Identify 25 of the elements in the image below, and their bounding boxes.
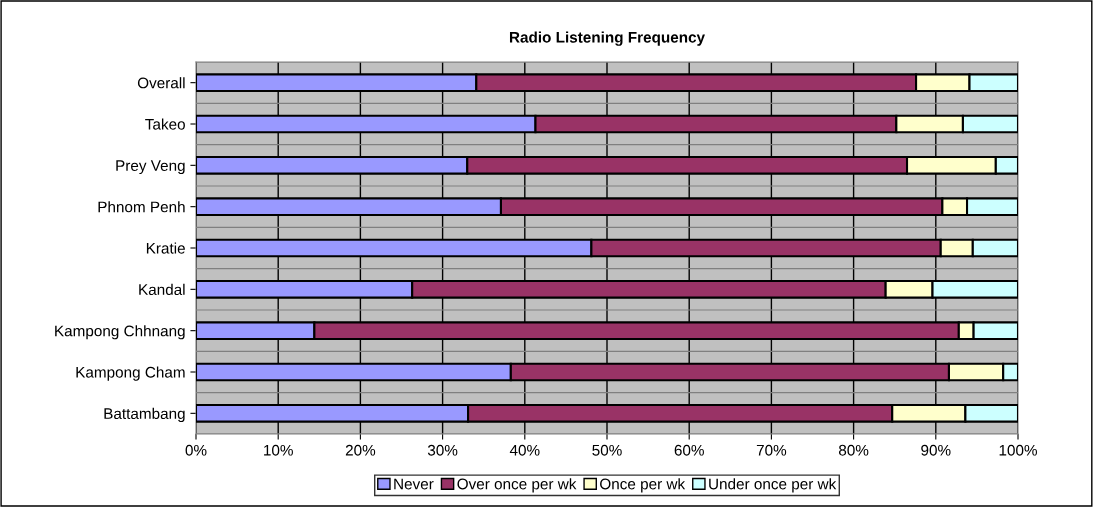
y-tick-label: Kratie [146,242,185,254]
y-tick-label: Kampong Cham [76,366,185,381]
x-tick-label: 60% [674,444,704,456]
y-tick-label: Battambang [104,407,185,423]
y-tick-label: Kandal [139,283,185,296]
x-tick-label: 100% [999,444,1037,456]
x-tick-label: 70% [756,444,787,456]
y-tick-label: Prey Veng [116,160,185,175]
legend-label: Over once per wk [457,478,577,493]
x-tick-label: 80% [838,444,869,456]
x-tick-label: 40% [509,444,540,456]
x-tick-label: 0% [185,444,207,456]
legend-label: Once per wk [600,478,686,493]
x-tick-label: 20% [345,444,376,456]
x-tick-label: 10% [264,444,293,456]
legend-label: Under once per wk [709,478,837,493]
y-tick-label: Overall [137,77,185,89]
legend-label: Never [394,478,434,490]
x-tick-label: 30% [427,444,458,456]
x-tick-label: 90% [921,444,951,456]
x-tick-label: 50% [592,444,622,456]
chart-title: Radio Listening Frequency [509,31,705,46]
y-tick-label: Kampong Chhnang [55,325,185,340]
y-tick-label: Takeo [145,118,185,130]
y-tick-label: Phnom Penh [98,201,185,213]
